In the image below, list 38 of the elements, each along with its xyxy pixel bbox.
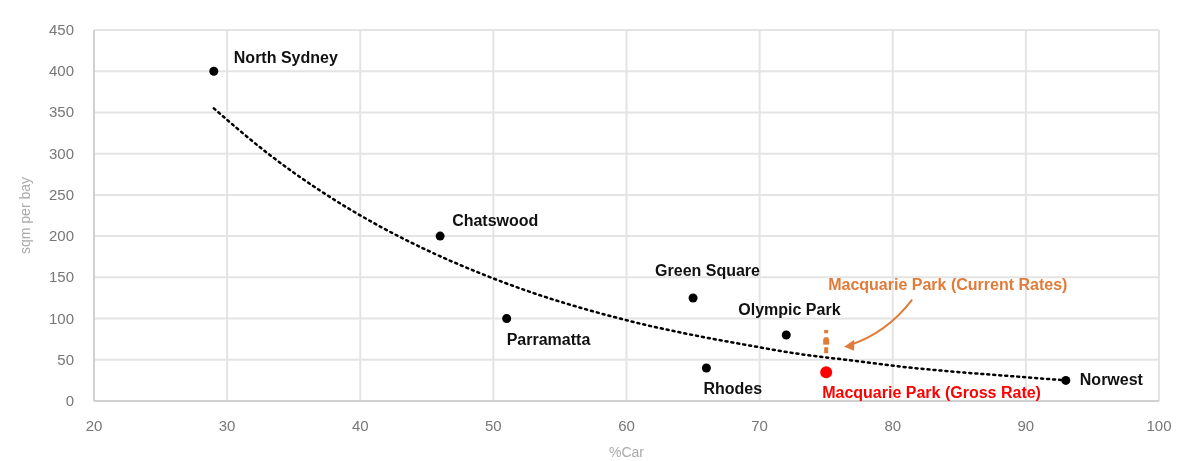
series-label: Macquarie Park (Gross Rate) xyxy=(822,384,1041,402)
text: Macquarie Park (Current Rates) xyxy=(828,275,1068,293)
annotation: North Sydney xyxy=(233,49,338,67)
x-tick-label: 100 xyxy=(1146,417,1172,434)
y-tick-label: 300 xyxy=(48,144,74,162)
annotation: Green Square xyxy=(655,261,761,279)
point xyxy=(820,366,833,379)
y-tick-label: 50 xyxy=(57,350,74,368)
annotation: Olympic Park xyxy=(738,301,841,319)
x-axis-title: %Car xyxy=(608,444,645,460)
y-tick-label: 250 xyxy=(48,185,74,203)
annotation: Norwest xyxy=(1079,371,1144,389)
point xyxy=(701,363,711,373)
y-tick-label: 450 xyxy=(48,21,74,38)
annotation: Chatswood xyxy=(452,212,539,230)
y-tick-label: 150 xyxy=(48,268,74,286)
x-tick-label: 70 xyxy=(751,417,768,434)
point xyxy=(688,293,698,303)
x-tick-label: 60 xyxy=(618,417,635,434)
point xyxy=(209,66,219,76)
y-tick-label: 350 xyxy=(48,103,74,121)
y-tick-label: 0 xyxy=(65,392,74,409)
x-tick-label: 90 xyxy=(1017,417,1035,434)
x-tick-label: 80 xyxy=(884,417,902,434)
annotation: Rhodes xyxy=(703,380,763,398)
y-tick-label: 200 xyxy=(48,227,74,245)
y-tick-label: 400 xyxy=(48,62,74,80)
x-tick-label: 40 xyxy=(351,417,369,434)
y-tick-label: 100 xyxy=(48,309,74,327)
point xyxy=(781,330,791,340)
point xyxy=(823,338,830,345)
x-tick-label: 30 xyxy=(218,417,236,434)
annotation: Parramatta xyxy=(506,330,591,348)
y-axis-title: sqm per bay xyxy=(17,176,33,255)
x-tick-label: 50 xyxy=(485,417,502,434)
x-tick-label: 20 xyxy=(85,417,103,434)
point xyxy=(502,314,512,324)
point xyxy=(435,231,445,241)
